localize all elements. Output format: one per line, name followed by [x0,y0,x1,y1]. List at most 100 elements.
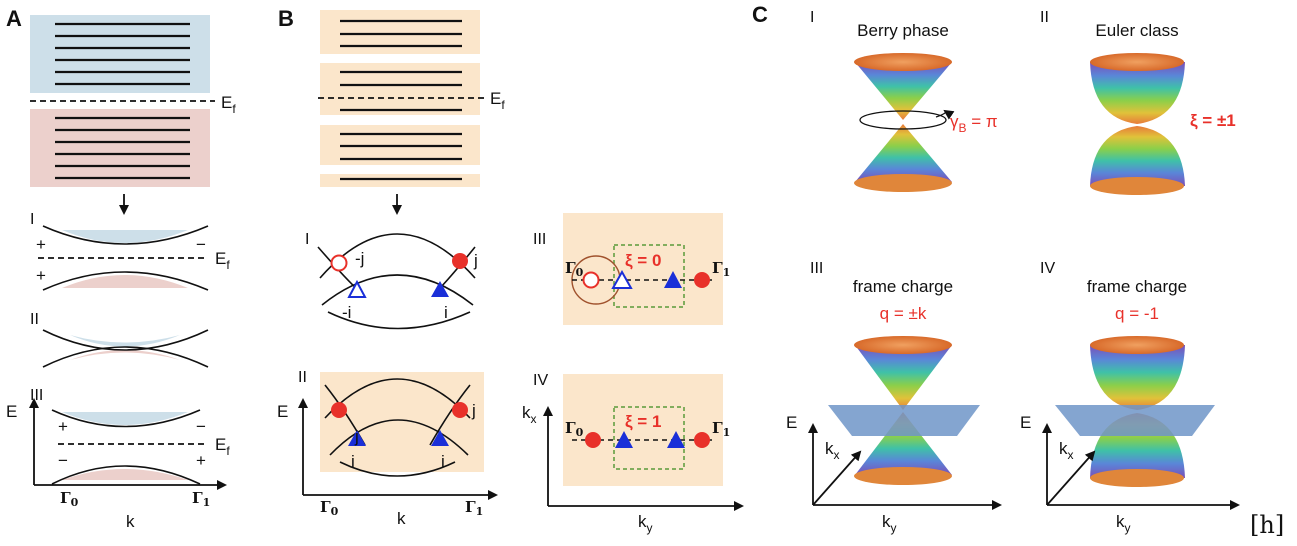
panel-b-i-filled-circle [452,253,468,269]
panel-b-ii-triangle-left [348,430,366,446]
panel-b-ii-circle-right [452,402,468,418]
panel-b-i-label-neg-i: -i [342,303,351,322]
panel-b: B Ef I -j j -i i II E [277,6,744,535]
panel-a-iii-minus-top: − [196,417,206,436]
panel-b-sub-iv: IV [533,372,548,389]
panel-b-i-lower-arc [327,311,471,330]
panel-b-ii-triangle-right [431,430,449,446]
panel-a-i-plus-bottom: + [36,266,46,285]
panel-a-sub-i: I [30,211,34,228]
panel-c-i-title: Berry phase [857,21,949,40]
panel-c-i-loop-arrow [935,109,955,120]
panel-c-iv-upper-rim [1090,336,1184,354]
panel-a-iii-lower-fill [62,469,188,480]
placement-tag: [h] [1250,511,1284,539]
panel-a: A Ef I + − Ef + II III [6,6,236,531]
panel-c-iv-kx-axis [1046,450,1096,506]
panel-c-iii-kx-axis [812,450,862,506]
panel-c-iii-lower-rim [854,467,952,485]
panel-b-sub-iii: III [533,231,546,248]
panel-c-iii-upper-cone [855,345,952,410]
panel-b-fermi-label: Ef [490,89,505,112]
panel-a-i-upper-fill [62,230,188,243]
panel-a-ii-upper-band [42,329,209,351]
panel-b-block-4 [320,174,480,187]
panel-a-iii-upper-fill [62,412,188,425]
panel-c-iii-plane [828,405,980,436]
panel-b-ii-upper-arc [324,378,471,419]
panel-b-bands [340,19,462,181]
panel-b-iii-background [563,213,723,325]
panel-c-sub-ii: II [1040,9,1049,26]
panel-a-sub-ii: II [30,311,39,328]
panel-c-iv-title: frame charge [1087,277,1187,296]
panel-b-iv-background [563,374,723,486]
panel-b-i-label-i: i [444,303,448,322]
panel-c-i-upper-cone [855,62,952,120]
panel-a-i-lower-band [42,271,209,291]
panel-b-ii-gamma0: Γ0 [320,498,339,518]
panel-a-k-label: k [126,512,135,531]
panel-b-ii-label-i-left: i [351,452,355,471]
panel-c-iii-upper-rim [854,336,952,354]
panel-a-gamma0: Γ0 [60,489,79,509]
panel-c-ii-lower-band [1090,126,1185,186]
panel-c-iv-e-label: E [1020,413,1031,432]
panel-a-i-lower-fill [62,275,188,288]
panel-b-label: B [278,6,294,31]
panel-a-upper-bands [55,22,190,86]
panel-b-i-mid-arc [321,274,474,306]
panel-b-iii-green-box [613,244,685,308]
panel-c-iii-title: frame charge [853,277,953,296]
panel-a-e-label: E [6,402,17,421]
panel-c-i-upper-rim [854,53,952,71]
panel-b-sub-i: I [305,231,309,248]
panel-c-i-lower-cone [855,124,952,182]
panel-c-ii-xi: ξ = ±1 [1190,111,1236,130]
panel-b-ii-label-j-left: j [354,427,359,446]
panel-b-i-right-curve [437,246,476,291]
panel-a-iii-fermi-label: Ef [215,435,230,458]
panel-c-i-loop [859,110,947,130]
panel-b-iv-ky-label: ky [638,512,653,535]
panel-b-iv-xi: ξ = 1 [625,412,661,431]
panel-a-fermi-label: Ef [221,93,236,116]
panel-a-label: A [6,6,22,31]
panel-b-iii-open-circle [582,271,600,289]
panel-b-i-open-circle [330,254,348,272]
panel-a-i-upper-band [42,225,209,245]
panel-b-iii-xi: ξ = 0 [625,251,661,270]
panel-c-iii-ky-label: ky [882,512,897,535]
panel-b-i-open-triangle [347,279,367,298]
panel-a-ii-upper-fill [70,335,180,347]
panel-c-i-lower-rim [854,174,952,192]
panel-b-ii-gamma1: Γ1 [465,498,483,518]
panel-b-i-label-neg-j: -j [355,249,364,268]
panel-b-iv-triangle-left [615,431,633,448]
panel-a-gamma1: Γ1 [192,489,210,509]
panel-b-ii-lower-arc [339,461,456,477]
panel-a-valence-block-blue [30,15,210,93]
panel-c-sub-i: I [810,9,814,26]
panel-c-iii-charge: q = ±k [880,304,927,323]
panel-b-ii-e-label: E [277,402,288,421]
panel-a-i-fermi-label: Ef [215,249,230,272]
panel-b-ii-label-j-right: j [471,401,476,420]
panel-b-iv-kx-label: kx [522,403,537,426]
panel-c-iii-lower-cone [855,412,952,475]
panel-b-block-1 [320,10,480,54]
panel-a-lower-bands [55,116,190,180]
panel-b-sub-ii: II [298,369,307,386]
panel-a-iii-lower-band [51,465,201,485]
panel-b-block-2 [320,63,480,115]
panel-b-iii-gamma0: Γ0 [565,259,584,279]
panel-c-i-gamma: γB = π [950,112,998,135]
panel-c-ii-upper-rim [1090,53,1184,71]
panel-b-i-label-j: j [473,251,478,270]
panel-c-iv-kx-label: kx [1059,439,1074,462]
panel-c-iv-ky-label: ky [1116,512,1131,535]
panel-c-ii-title: Euler class [1095,21,1178,40]
panel-a-ii-lower-band [42,346,209,368]
panel-a-conduction-block-pink [30,109,210,187]
panel-a-sub-iii: III [30,387,43,404]
